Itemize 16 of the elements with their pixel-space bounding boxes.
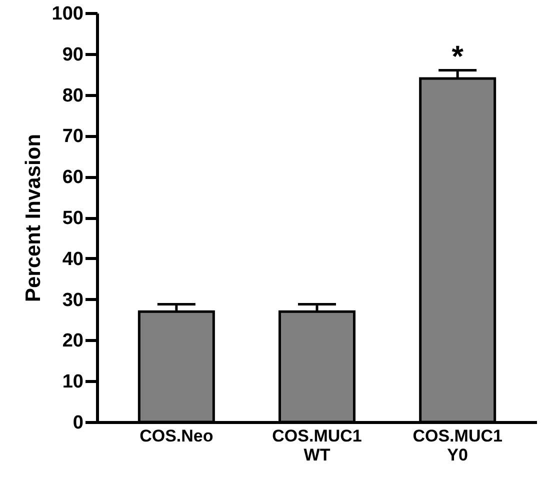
x-tick-label: COS.Neo (140, 426, 214, 446)
y-tick-label: 0 (72, 412, 84, 434)
y-tick-label: 30 (62, 290, 84, 311)
y-tick-label: 50 (62, 208, 84, 229)
y-tick-label: 60 (62, 167, 84, 188)
y-tick-label: 10 (62, 372, 84, 393)
y-tick-label: 100 (52, 4, 84, 24)
y-tick-label: 80 (62, 85, 84, 106)
x-tick-label: COS.MUC1 Y0 (412, 426, 502, 464)
y-axis-title: Percent Invasion (22, 134, 45, 302)
x-tick-label: COS.MUC1 WT (272, 426, 362, 464)
y-tick-label: 40 (62, 248, 84, 270)
y-tick-label: 70 (62, 126, 84, 148)
annotation: * (452, 40, 464, 74)
y-tick-label: 90 (62, 44, 84, 66)
y-tick-label: 20 (62, 330, 84, 352)
